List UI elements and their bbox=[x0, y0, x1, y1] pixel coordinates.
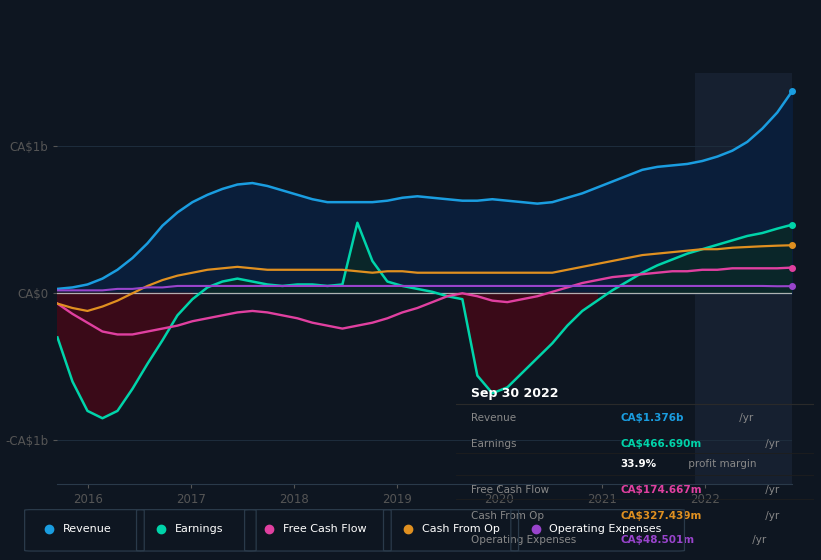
Text: CA$48.501m: CA$48.501m bbox=[621, 535, 695, 544]
Text: /yr: /yr bbox=[762, 485, 779, 495]
Text: Revenue: Revenue bbox=[470, 413, 516, 423]
Text: Sep 30 2022: Sep 30 2022 bbox=[470, 387, 558, 400]
Text: Cash From Op: Cash From Op bbox=[422, 524, 500, 534]
Text: CA$466.690m: CA$466.690m bbox=[621, 439, 702, 449]
Text: Free Cash Flow: Free Cash Flow bbox=[283, 524, 367, 534]
Text: CA$174.667m: CA$174.667m bbox=[621, 485, 703, 495]
Text: CA$1.376b: CA$1.376b bbox=[621, 413, 684, 423]
Text: Cash From Op: Cash From Op bbox=[470, 511, 544, 521]
Text: /yr: /yr bbox=[762, 439, 779, 449]
Text: /yr: /yr bbox=[750, 535, 767, 544]
Text: Revenue: Revenue bbox=[63, 524, 112, 534]
Text: /yr: /yr bbox=[736, 413, 754, 423]
Text: Operating Expenses: Operating Expenses bbox=[470, 535, 576, 544]
Text: /yr: /yr bbox=[762, 511, 779, 521]
Text: Free Cash Flow: Free Cash Flow bbox=[470, 485, 549, 495]
Text: CA$327.439m: CA$327.439m bbox=[621, 511, 702, 521]
Text: Earnings: Earnings bbox=[175, 524, 223, 534]
Text: Operating Expenses: Operating Expenses bbox=[549, 524, 662, 534]
Text: profit margin: profit margin bbox=[685, 459, 756, 469]
Text: 33.9%: 33.9% bbox=[621, 459, 657, 469]
Bar bbox=[695, 73, 821, 484]
Text: Earnings: Earnings bbox=[470, 439, 516, 449]
